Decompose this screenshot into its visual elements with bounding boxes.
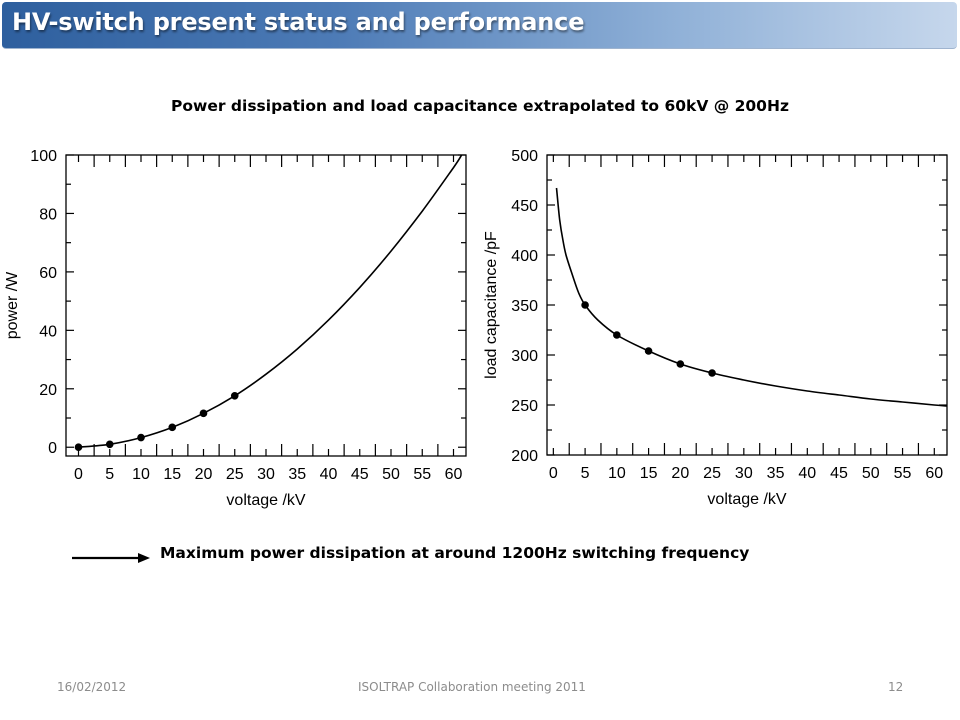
y-tick-label: 450	[511, 198, 538, 215]
x-tick-label: 35	[767, 465, 785, 482]
y-axis-label: power /W	[4, 271, 21, 339]
x-tick-label: 35	[288, 466, 306, 483]
y-tick-label: 300	[511, 348, 538, 365]
data-point	[676, 360, 685, 368]
y-tick-label: 200	[511, 448, 538, 465]
x-axis-label: voltage /kV	[226, 492, 305, 509]
y-tick-label: 20	[39, 382, 57, 399]
chart-subtitle: Power dissipation and load capacitance e…	[171, 97, 789, 115]
data-point	[168, 423, 177, 432]
x-tick-label: 45	[830, 465, 848, 482]
y-tick-label: 60	[39, 265, 57, 282]
x-tick-label: 50	[382, 466, 400, 483]
conclusion-text: Maximum power dissipation at around 1200…	[160, 544, 750, 562]
x-tick-label: 45	[351, 466, 369, 483]
plot-frame	[546, 154, 948, 456]
footer-date: 16/02/2012	[57, 680, 127, 694]
x-tick-label: 15	[163, 466, 181, 483]
title-bar: HV-switch present status and performance	[2, 2, 957, 49]
x-tick-label: 40	[320, 466, 338, 483]
data-point	[105, 440, 114, 449]
data-point	[644, 347, 653, 355]
x-tick-label: 30	[257, 466, 275, 483]
data-point	[708, 369, 716, 377]
arrow-right-icon	[72, 553, 150, 563]
data-point	[230, 392, 239, 400]
x-axis-label: voltage /kV	[707, 491, 786, 508]
y-tick-label: 100	[30, 148, 57, 165]
data-point	[199, 409, 208, 418]
x-tick-label: 0	[549, 465, 558, 482]
x-tick-label: 5	[105, 466, 114, 483]
fit-curve	[555, 187, 948, 407]
y-tick-label: 350	[511, 298, 538, 315]
power-chart: 0 5 10 15 20 25 30 35 40 45 50 55 60 0 20 40 60 80 100 volt…	[4, 148, 467, 509]
x-tick-label: 20	[671, 465, 689, 482]
x-tick-label: 10	[132, 466, 150, 483]
x-tick-label: 25	[226, 466, 244, 483]
x-tick-label: 15	[640, 465, 658, 482]
x-tick-label: 40	[798, 465, 816, 482]
x-tick-label: 55	[894, 465, 912, 482]
x-tick-label: 5	[581, 465, 590, 482]
y-tick-label: 250	[511, 398, 538, 415]
x-tick-label: 10	[608, 465, 626, 482]
x-tick-label: 0	[74, 466, 83, 483]
footer-page-number: 12	[888, 680, 904, 694]
data-point	[613, 331, 621, 339]
y-tick-label: 40	[39, 323, 57, 340]
y-tick-label: 0	[48, 440, 57, 457]
x-tick-label: 30	[735, 465, 753, 482]
footer-event: ISOLTRAP Collaboration meeting 2011	[358, 680, 586, 694]
x-tick-label: 50	[862, 465, 880, 482]
data-point	[581, 301, 589, 309]
y-tick-label: 400	[511, 248, 538, 265]
x-tick-label: 55	[413, 466, 431, 483]
data-point	[74, 443, 83, 452]
x-tick-label: 20	[195, 466, 213, 483]
x-tick-label: 60	[445, 466, 463, 483]
x-tick-label: 25	[703, 465, 721, 482]
plot-frame	[65, 154, 467, 457]
fit-curve	[78, 154, 463, 448]
data-point	[137, 433, 145, 442]
slide-title: HV-switch present status and performance	[12, 8, 585, 36]
capacitance-chart: 0 5 10 15 20 25 30 35 40 45 50 55 60 200 250 300 350 400 4…	[483, 148, 948, 508]
y-axis-label: load capacitance /pF	[483, 231, 500, 379]
y-tick-label: 500	[511, 148, 538, 165]
x-tick-label: 60	[925, 465, 943, 482]
y-tick-label: 80	[39, 206, 57, 223]
